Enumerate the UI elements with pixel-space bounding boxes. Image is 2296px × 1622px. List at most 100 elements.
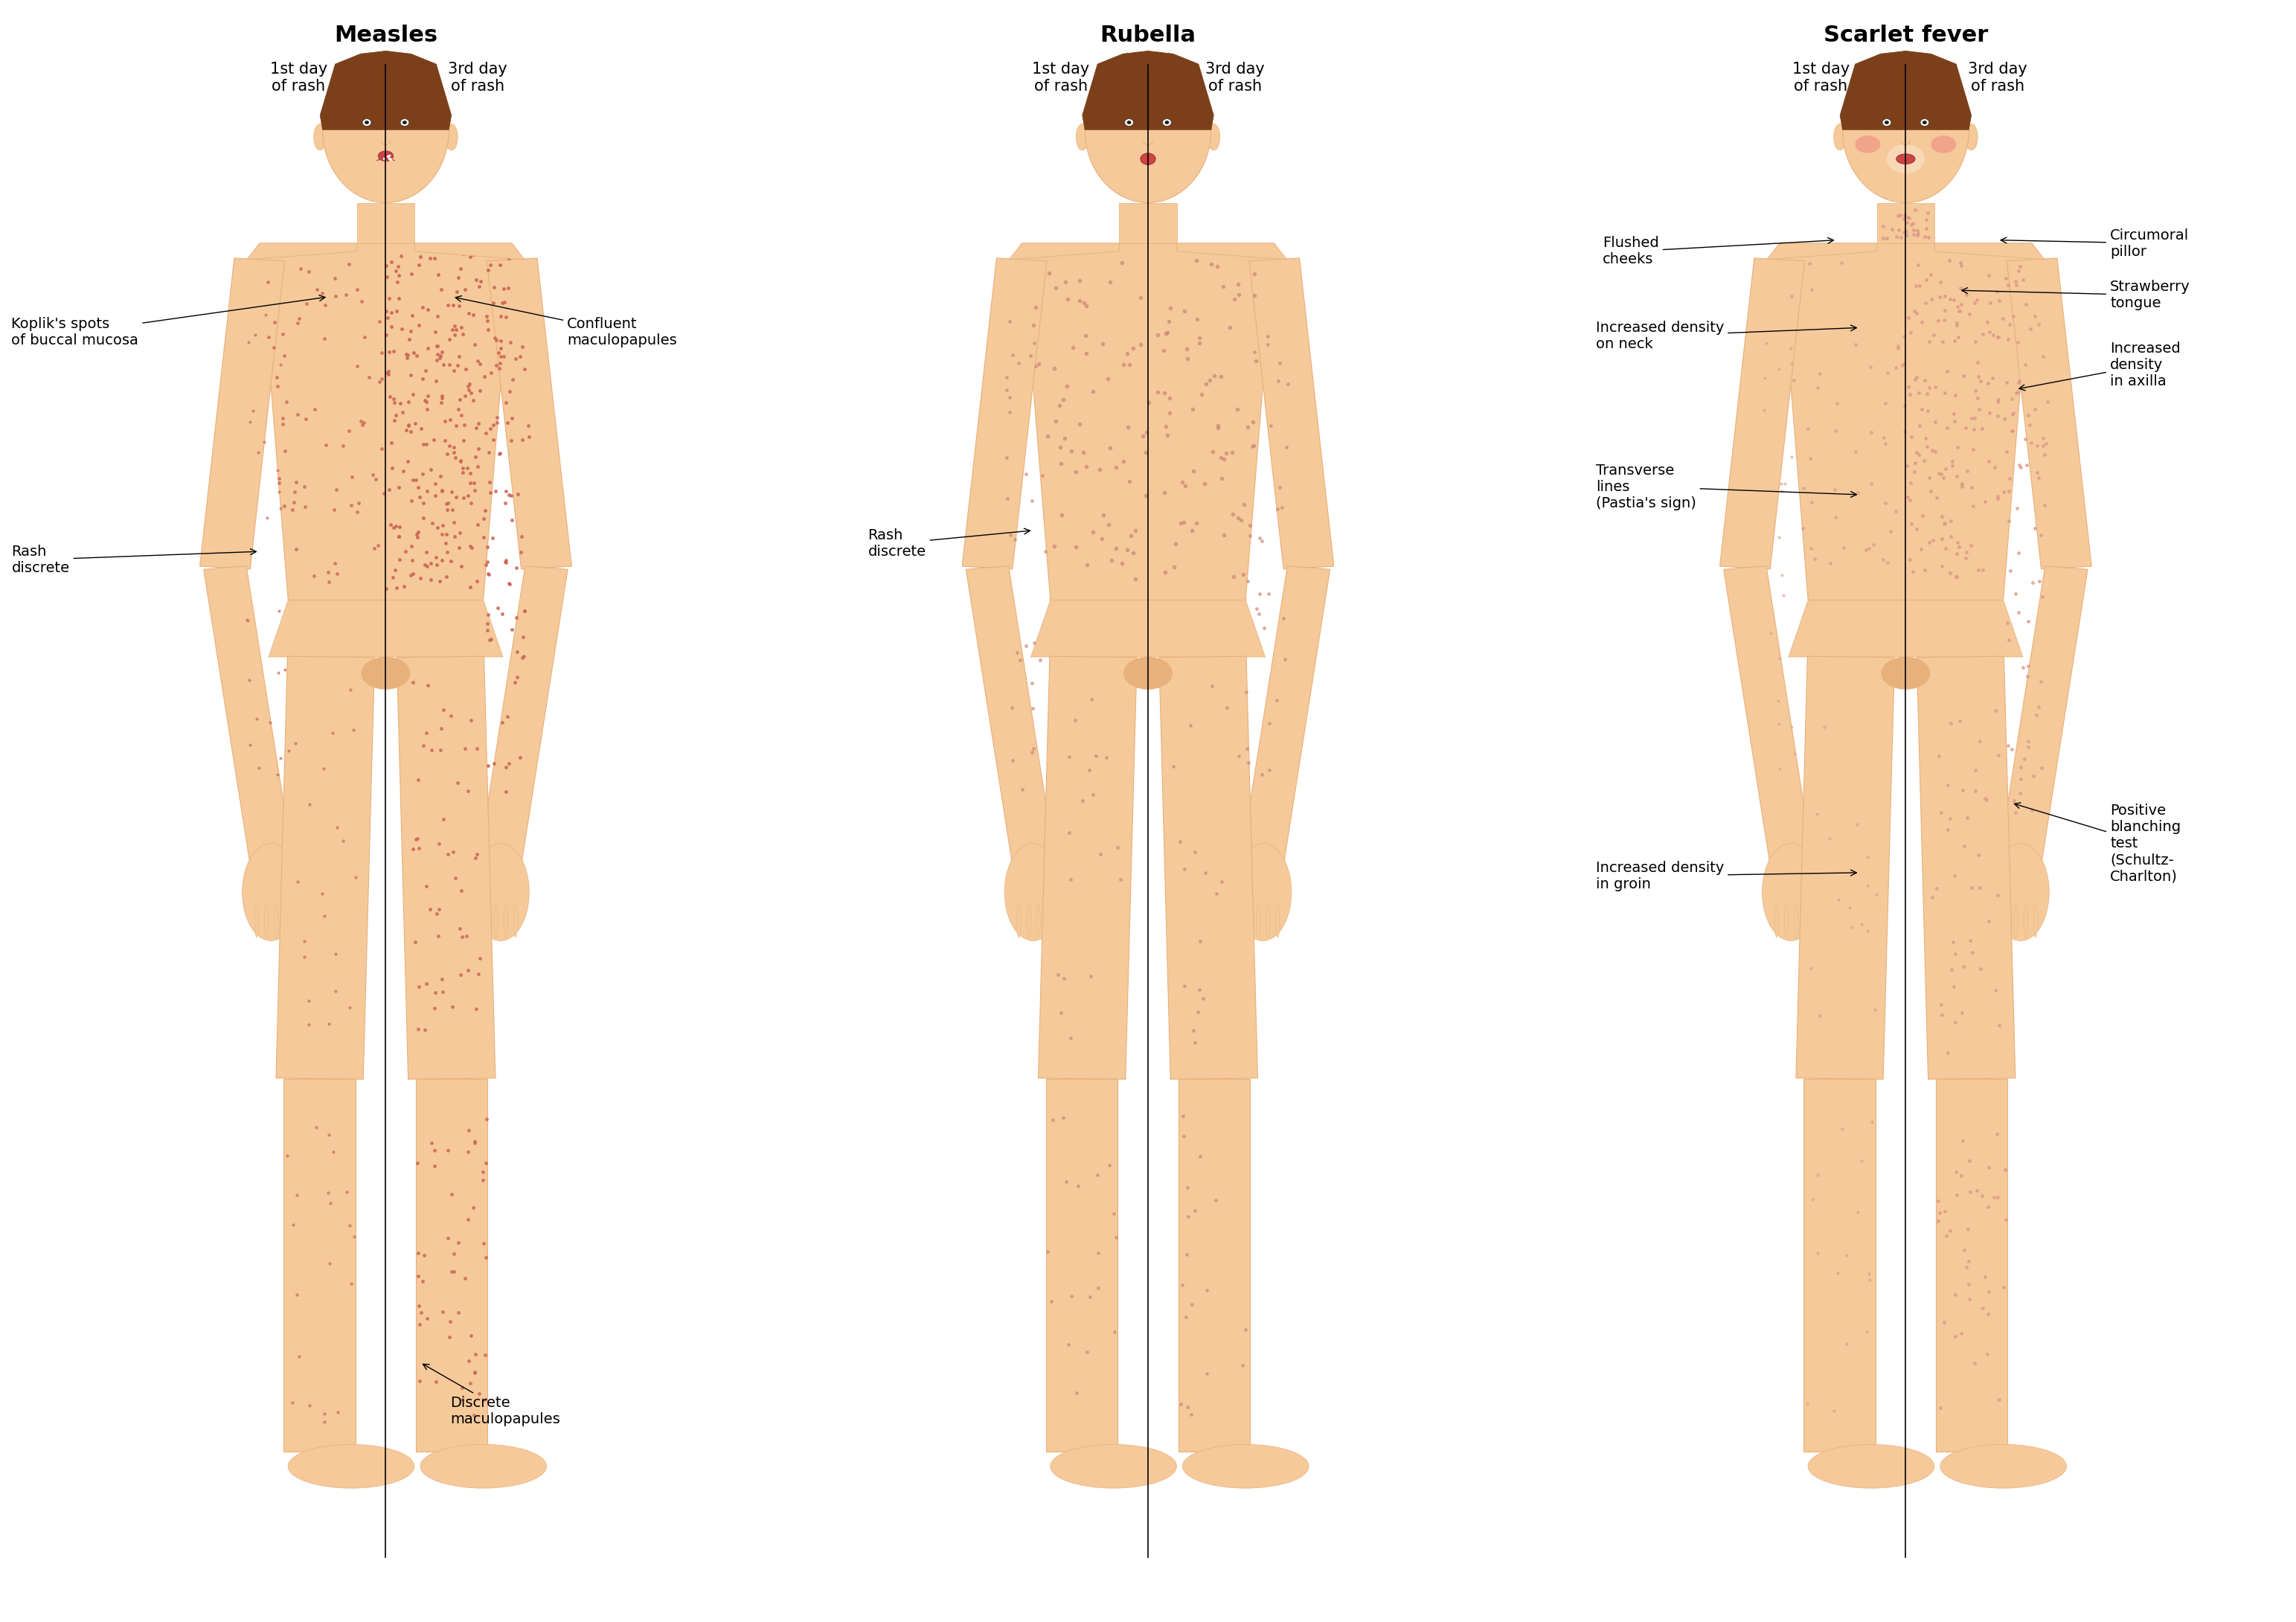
Text: Scarlet fever: Scarlet fever	[1823, 24, 1988, 45]
Text: Increased density
in groin: Increased density in groin	[1596, 861, 1857, 890]
Ellipse shape	[1922, 120, 1926, 125]
Polygon shape	[1022, 243, 1274, 600]
Ellipse shape	[360, 657, 411, 689]
Polygon shape	[248, 243, 358, 260]
Ellipse shape	[2023, 905, 2027, 938]
Text: Rash
discrete: Rash discrete	[868, 529, 1031, 558]
Text: Circumoral
pillor: Circumoral pillor	[2000, 229, 2188, 258]
Ellipse shape	[243, 843, 301, 941]
Ellipse shape	[402, 120, 406, 125]
Text: 1st day
of rash: 1st day of rash	[1031, 62, 1091, 94]
Polygon shape	[1766, 243, 1878, 260]
Polygon shape	[487, 258, 572, 569]
Ellipse shape	[365, 120, 370, 125]
Text: 1st day
of rash: 1st day of rash	[269, 62, 328, 94]
Polygon shape	[962, 258, 1047, 569]
FancyBboxPatch shape	[1120, 203, 1176, 243]
Text: Transverse
lines
(Pastia's sign): Transverse lines (Pastia's sign)	[1596, 464, 1857, 509]
Ellipse shape	[1931, 136, 1956, 152]
Ellipse shape	[1805, 905, 1807, 938]
Ellipse shape	[1235, 843, 1293, 941]
Polygon shape	[1805, 1079, 1876, 1452]
Ellipse shape	[379, 151, 393, 161]
Ellipse shape	[363, 118, 372, 127]
FancyBboxPatch shape	[358, 203, 416, 243]
Polygon shape	[416, 243, 526, 260]
Text: Koplik's spots
of buccal mucosa: Koplik's spots of buccal mucosa	[11, 295, 326, 347]
Polygon shape	[2000, 566, 2087, 861]
Text: 3rd day
of rash: 3rd day of rash	[448, 62, 507, 94]
Polygon shape	[1789, 600, 2023, 657]
Ellipse shape	[1993, 843, 2048, 941]
Ellipse shape	[1885, 120, 1890, 125]
Text: Discrete
maculopapules: Discrete maculopapules	[422, 1364, 560, 1426]
Polygon shape	[1936, 1079, 2007, 1452]
Ellipse shape	[1123, 657, 1173, 689]
Polygon shape	[319, 50, 452, 130]
Polygon shape	[2007, 258, 2092, 569]
Ellipse shape	[1896, 154, 1915, 164]
Polygon shape	[1720, 258, 1805, 569]
Ellipse shape	[1793, 905, 1798, 938]
Text: 3rd day
of rash: 3rd day of rash	[1205, 62, 1265, 94]
Polygon shape	[1242, 566, 1329, 861]
Ellipse shape	[484, 905, 489, 938]
Ellipse shape	[400, 118, 409, 127]
Ellipse shape	[420, 1445, 546, 1489]
Ellipse shape	[1182, 1445, 1309, 1489]
Ellipse shape	[494, 905, 498, 938]
Text: Rubella: Rubella	[1100, 24, 1196, 45]
Ellipse shape	[1049, 1445, 1176, 1489]
Ellipse shape	[1256, 905, 1261, 938]
Text: Positive
blanching
test
(Schultz-
Charlton): Positive blanching test (Schultz- Charlt…	[2014, 803, 2181, 884]
FancyBboxPatch shape	[1878, 203, 1933, 243]
Ellipse shape	[514, 905, 517, 938]
Polygon shape	[416, 1079, 487, 1452]
Ellipse shape	[1017, 905, 1022, 938]
Polygon shape	[276, 657, 374, 1079]
Polygon shape	[1159, 657, 1258, 1079]
Text: Rash
discrete: Rash discrete	[11, 545, 257, 574]
Polygon shape	[1176, 243, 1286, 260]
Ellipse shape	[1807, 1445, 1933, 1489]
Polygon shape	[1038, 657, 1137, 1079]
Ellipse shape	[1775, 905, 1779, 938]
Polygon shape	[1839, 50, 1972, 130]
Ellipse shape	[1164, 120, 1169, 125]
Polygon shape	[259, 243, 512, 600]
Polygon shape	[285, 1079, 356, 1452]
Ellipse shape	[255, 905, 259, 938]
Ellipse shape	[264, 905, 269, 938]
Ellipse shape	[1919, 118, 1929, 127]
Ellipse shape	[1784, 905, 1789, 938]
Ellipse shape	[1880, 657, 1931, 689]
Polygon shape	[1178, 1079, 1249, 1452]
Ellipse shape	[1265, 905, 1270, 938]
Polygon shape	[397, 657, 496, 1079]
Ellipse shape	[2034, 905, 2037, 938]
Ellipse shape	[473, 843, 530, 941]
Ellipse shape	[1077, 123, 1088, 151]
Polygon shape	[1010, 243, 1120, 260]
Text: 1st day
of rash: 1st day of rash	[1791, 62, 1851, 94]
Polygon shape	[1047, 1079, 1118, 1452]
Ellipse shape	[1965, 123, 1977, 151]
Ellipse shape	[1835, 123, 1846, 151]
Polygon shape	[1724, 566, 1812, 861]
Ellipse shape	[1940, 1445, 2066, 1489]
Polygon shape	[269, 600, 503, 657]
Polygon shape	[1779, 243, 2032, 600]
Text: Flushed
cheeks: Flushed cheeks	[1603, 237, 1835, 266]
Text: Strawberry
tongue: Strawberry tongue	[1961, 281, 2190, 310]
Ellipse shape	[1047, 905, 1049, 938]
Polygon shape	[1933, 243, 2046, 260]
Ellipse shape	[2014, 905, 2018, 938]
Polygon shape	[1795, 657, 1894, 1079]
Text: Measles: Measles	[333, 24, 439, 45]
Polygon shape	[967, 566, 1054, 861]
Polygon shape	[1031, 600, 1265, 657]
Polygon shape	[204, 566, 292, 861]
Ellipse shape	[1006, 843, 1061, 941]
Ellipse shape	[1084, 57, 1212, 203]
Ellipse shape	[503, 905, 507, 938]
